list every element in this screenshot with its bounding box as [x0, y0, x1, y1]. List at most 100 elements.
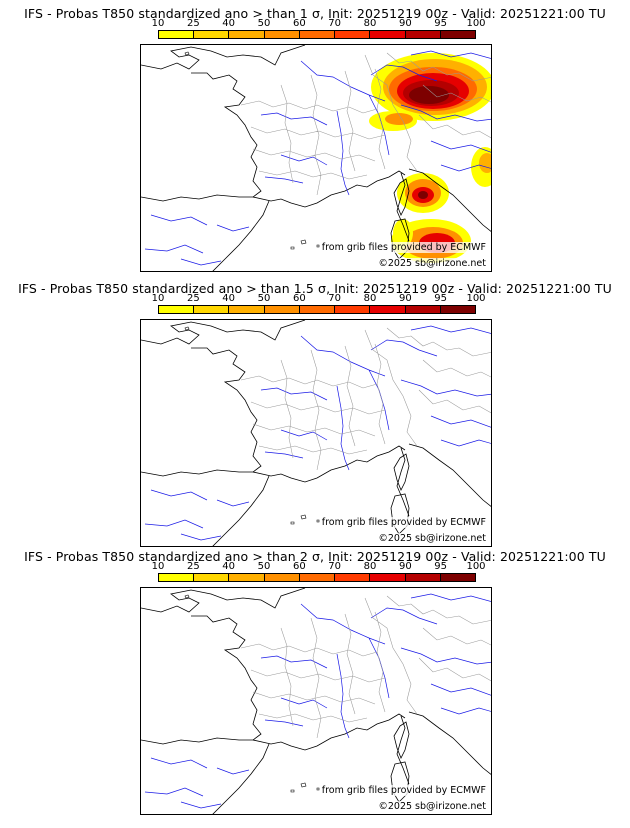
coastline	[141, 588, 491, 814]
copyright-credit: ©2025 sb@irizone.net	[377, 801, 487, 812]
colorbar-tick-label: 60	[292, 293, 306, 304]
colorbar-tick-label: 100	[466, 293, 486, 304]
colorbar-tick-label: 95	[434, 18, 448, 29]
anomaly-probability-blob	[479, 153, 491, 173]
colorbar-segment	[405, 574, 441, 581]
panel-title: IFS - Probas T850 standardized ano > tha…	[24, 549, 606, 564]
colorbar-segment	[194, 306, 230, 313]
colorbar-segment	[229, 574, 265, 581]
colorbar-tick-label: 25	[186, 561, 200, 572]
colorbar-tick-label: 95	[434, 293, 448, 304]
colorbar	[158, 305, 476, 314]
colorbar-tick-label: 80	[363, 293, 377, 304]
colorbar-segment	[370, 574, 406, 581]
probability-map: from grib files provided by ECMWF ©2025 …	[140, 44, 492, 272]
colorbar-segment	[370, 31, 406, 38]
colorbar-tick-label: 50	[257, 561, 271, 572]
panel-1sigma: IFS - Probas T850 standardized ano > tha…	[0, 6, 630, 282]
colorbar-tick-label: 80	[363, 561, 377, 572]
colorbar	[158, 573, 476, 582]
colorbar-ticks: 10 25 40 50 60 70 80 90 95 100	[152, 18, 486, 30]
colorbar-tick-label: 25	[186, 18, 200, 29]
corsica-island	[393, 721, 410, 759]
borders	[240, 595, 491, 739]
colorbar-segment	[335, 306, 371, 313]
map-canvas	[141, 320, 491, 546]
map-canvas	[141, 45, 491, 271]
source-credit: from grib files provided by ECMWF	[320, 785, 487, 796]
colorbar-segment	[159, 31, 195, 38]
colorbar-segment	[264, 31, 300, 38]
panel-2sigma: IFS - Probas T850 standardized ano > tha…	[0, 549, 630, 825]
colorbar-tick-label: 10	[151, 18, 165, 29]
small-islands	[184, 594, 320, 793]
colorbar-tick-label: 70	[328, 293, 342, 304]
colorbar-tick-label: 10	[151, 293, 165, 304]
copyright-credit: ©2025 sb@irizone.net	[377, 533, 487, 544]
colorbar-segment	[405, 31, 441, 38]
colorbar-tick-label: 50	[257, 18, 271, 29]
colorbar-tick-label: 80	[363, 18, 377, 29]
colorbar-ticks: 10 25 40 50 60 70 80 90 95 100	[152, 561, 486, 573]
colorbar-segment	[159, 306, 195, 313]
sardinia-island	[390, 761, 410, 803]
colorbar-segment	[194, 31, 230, 38]
colorbar-tick-label: 60	[292, 18, 306, 29]
anomaly-probability-area	[369, 53, 491, 263]
anomaly-probability-blob	[409, 86, 449, 104]
small-islands	[184, 51, 320, 250]
borders	[240, 327, 491, 471]
coastline	[141, 45, 491, 271]
probability-map: from grib files provided by ECMWF ©2025 …	[140, 587, 492, 815]
coastline	[141, 320, 491, 546]
colorbar-segment	[194, 574, 230, 581]
colorbar-segment	[299, 31, 336, 38]
rivers	[144, 325, 491, 541]
colorbar-tick-label: 90	[398, 293, 412, 304]
colorbar-segment	[440, 306, 475, 313]
corsica-island	[393, 178, 410, 216]
colorbar-tick-label: 95	[434, 561, 448, 572]
colorbar-segment	[335, 31, 371, 38]
colorbar-tick-label: 25	[186, 293, 200, 304]
colorbar-tick-label: 40	[222, 561, 236, 572]
colorbar-tick-label: 90	[398, 561, 412, 572]
sardinia-island	[390, 493, 410, 535]
colorbar-tick-label: 100	[466, 18, 486, 29]
colorbar	[158, 30, 476, 39]
probability-map: from grib files provided by ECMWF ©2025 …	[140, 319, 492, 547]
colorbar-tick-label: 50	[257, 293, 271, 304]
colorbar-ticks: 10 25 40 50 60 70 80 90 95 100	[152, 293, 486, 305]
small-islands	[184, 326, 320, 525]
rivers	[144, 593, 491, 809]
colorbar-tick-label: 40	[222, 293, 236, 304]
colorbar-segment	[299, 574, 336, 581]
colorbar-segment	[264, 306, 300, 313]
colorbar-segment	[159, 574, 195, 581]
copyright-credit: ©2025 sb@irizone.net	[377, 258, 487, 269]
corsica-island	[393, 453, 410, 491]
colorbar-tick-label: 60	[292, 561, 306, 572]
sardinia-island	[390, 218, 410, 260]
colorbar-segment	[229, 306, 265, 313]
colorbar-tick-label: 70	[328, 561, 342, 572]
colorbar-segment	[335, 574, 371, 581]
panel-title: IFS - Probas T850 standardized ano > tha…	[24, 6, 606, 21]
source-credit: from grib files provided by ECMWF	[320, 517, 487, 528]
colorbar-segment	[299, 306, 336, 313]
map-canvas	[141, 588, 491, 814]
colorbar-tick-label: 90	[398, 18, 412, 29]
colorbar-tick-label: 70	[328, 18, 342, 29]
anomaly-probability-blob	[418, 191, 428, 199]
colorbar-tick-label: 10	[151, 561, 165, 572]
colorbar-tick-label: 40	[222, 18, 236, 29]
panel-1-5sigma: IFS - Probas T850 standardized ano > tha…	[0, 281, 630, 557]
borders	[240, 52, 491, 196]
colorbar-tick-label: 100	[466, 561, 486, 572]
anomaly-probability-blob	[385, 113, 413, 125]
source-credit: from grib files provided by ECMWF	[320, 242, 487, 253]
colorbar-segment	[440, 574, 475, 581]
colorbar-segment	[440, 31, 475, 38]
panel-title: IFS - Probas T850 standardized ano > tha…	[18, 281, 612, 296]
colorbar-segment	[370, 306, 406, 313]
